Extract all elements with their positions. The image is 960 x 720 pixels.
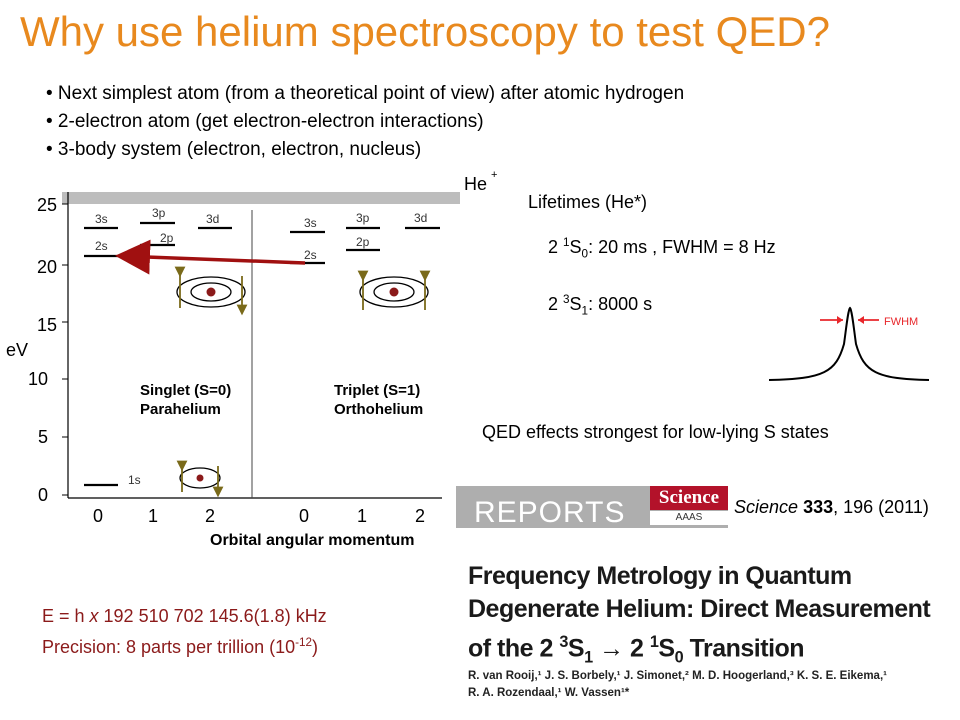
singlet-sublabel: Parahelium bbox=[140, 401, 221, 418]
paper-authors: R. van Rooij,¹ J. S. Borbely,¹ J. Simone… bbox=[468, 668, 887, 702]
ionization-band bbox=[62, 192, 460, 204]
bullet-item: • 2-electron atom (get electron-electron… bbox=[46, 111, 484, 132]
lorentzian-curve bbox=[768, 306, 930, 381]
paper-title-line: of the 2 3S1 → 2 1S0 Transition bbox=[468, 633, 805, 667]
lifetime-value: : 8000 s bbox=[588, 294, 653, 314]
state-symbol: S bbox=[569, 294, 582, 314]
state-multiplicity: 1 bbox=[563, 236, 570, 249]
level-label: 3p bbox=[356, 211, 370, 225]
science-logo: Science bbox=[650, 486, 728, 510]
x-tick-label: 1 bbox=[357, 506, 367, 526]
energy-level-diagram: 0 5 10 15 20 25 eV 0 1 2 0 1 2 Orbital a… bbox=[6, 170, 497, 549]
y-tick-label: 25 bbox=[37, 195, 57, 215]
x-axis-label: Orbital angular momentum bbox=[210, 532, 414, 549]
x-tick-label: 0 bbox=[299, 506, 309, 526]
level-label: 2p bbox=[356, 235, 370, 249]
y-ticks: 0 5 10 15 20 25 bbox=[28, 195, 68, 505]
y-axis-label: eV bbox=[6, 340, 28, 360]
precision-text: Precision: 8 parts per trillion (10-12) bbox=[42, 636, 318, 658]
citation-rest: , 196 (2011) bbox=[833, 497, 929, 517]
singlet-label: Singlet (S=0) bbox=[140, 382, 231, 399]
slide-title: Why use helium spectroscopy to test QED? bbox=[20, 8, 830, 55]
x-tick-label: 2 bbox=[205, 506, 215, 526]
x-ticks: 0 1 2 0 1 2 bbox=[93, 506, 425, 526]
paper-title-line: Frequency Metrology in Quantum bbox=[468, 562, 852, 590]
equation-prefix: E = h bbox=[42, 606, 90, 626]
y-tick-label: 10 bbox=[28, 369, 48, 389]
transition-arrow bbox=[115, 239, 306, 275]
level-label: 3d bbox=[414, 211, 427, 225]
state-symbol: S bbox=[569, 237, 582, 257]
state-prefix: 2 bbox=[548, 237, 564, 257]
authors-line: R. van Rooij,¹ J. S. Borbely,¹ J. Simone… bbox=[468, 670, 887, 682]
level-label: 2s bbox=[95, 239, 108, 253]
bullet-item: • 3-body system (electron, electron, nuc… bbox=[46, 139, 422, 160]
equation-value: 192 510 702 145.6(1.8) kHz bbox=[98, 606, 327, 626]
singlet-levels bbox=[84, 221, 232, 487]
bullet-list: • Next simplest atom (from a theoretical… bbox=[46, 80, 684, 164]
triplet-lifetime: 2 3S1: 8000 s bbox=[548, 293, 652, 318]
aaas-logo: AAAS bbox=[650, 511, 728, 525]
state-j: 0 bbox=[581, 247, 589, 261]
triplet-label: Triplet (S=1) bbox=[334, 382, 420, 399]
level-label: 2s bbox=[304, 248, 317, 262]
atom-icon-ground-state bbox=[176, 460, 224, 498]
x-tick-label: 0 bbox=[93, 506, 103, 526]
level-label: 2p bbox=[160, 231, 174, 245]
state-multiplicity: 3 bbox=[563, 293, 570, 306]
x-tick-label: 1 bbox=[148, 506, 158, 526]
lineshape-plot: FWHM bbox=[768, 306, 930, 381]
y-tick-label: 0 bbox=[38, 485, 48, 505]
precision-close: ) bbox=[312, 637, 319, 657]
authors-line: R. A. Rozendaal,¹ W. Vassen¹* bbox=[468, 687, 630, 699]
level-label: 3s bbox=[95, 212, 108, 226]
triplet-sublabel: Orthohelium bbox=[334, 401, 423, 418]
level-label: 3p bbox=[152, 206, 166, 220]
bullet-item: • Next simplest atom (from a theoretical… bbox=[46, 83, 685, 104]
level-label: 3s bbox=[304, 216, 317, 230]
lifetime-value: : 20 ms , FWHM = 8 Hz bbox=[588, 237, 776, 257]
atom-icon-singlet-excited bbox=[174, 266, 248, 316]
level-label: 3d bbox=[206, 212, 219, 226]
lifetimes-heading: Lifetimes (He*) bbox=[528, 192, 648, 212]
precision-label: Precision: 8 parts per trillion (10 bbox=[42, 637, 296, 657]
fwhm-label: FWHM bbox=[884, 316, 918, 328]
journal-volume: 333 bbox=[803, 497, 834, 517]
precision-exponent: -12 bbox=[295, 636, 313, 649]
state-j: 1 bbox=[581, 304, 589, 318]
ion-label: He bbox=[464, 174, 487, 194]
atom-icon-triplet-excited bbox=[357, 270, 431, 310]
y-tick-label: 20 bbox=[37, 257, 57, 277]
reports-label: REPORTS bbox=[474, 496, 626, 529]
paper-title-line: Degenerate Helium: Direct Measurement bbox=[468, 595, 931, 623]
journal-citation: Science 333, 196 (2011) bbox=[728, 486, 950, 528]
ion-charge: + bbox=[491, 170, 497, 181]
level-label: 1s bbox=[128, 473, 141, 487]
journal-name: Science bbox=[734, 497, 799, 517]
y-tick-label: 5 bbox=[38, 427, 48, 447]
energy-equation: E = h x 192 510 702 145.6(1.8) kHz bbox=[42, 606, 327, 627]
x-tick-label: 2 bbox=[415, 506, 425, 526]
equation-times: x bbox=[89, 606, 99, 626]
paper-title: Frequency Metrology in Quantum Degenerat… bbox=[468, 560, 931, 674]
qed-note: QED effects strongest for low-lying S st… bbox=[482, 422, 829, 442]
state-prefix: 2 bbox=[548, 294, 564, 314]
singlet-lifetime: 2 1S0: 20 ms , FWHM = 8 Hz bbox=[548, 236, 776, 261]
y-tick-label: 15 bbox=[37, 315, 57, 335]
